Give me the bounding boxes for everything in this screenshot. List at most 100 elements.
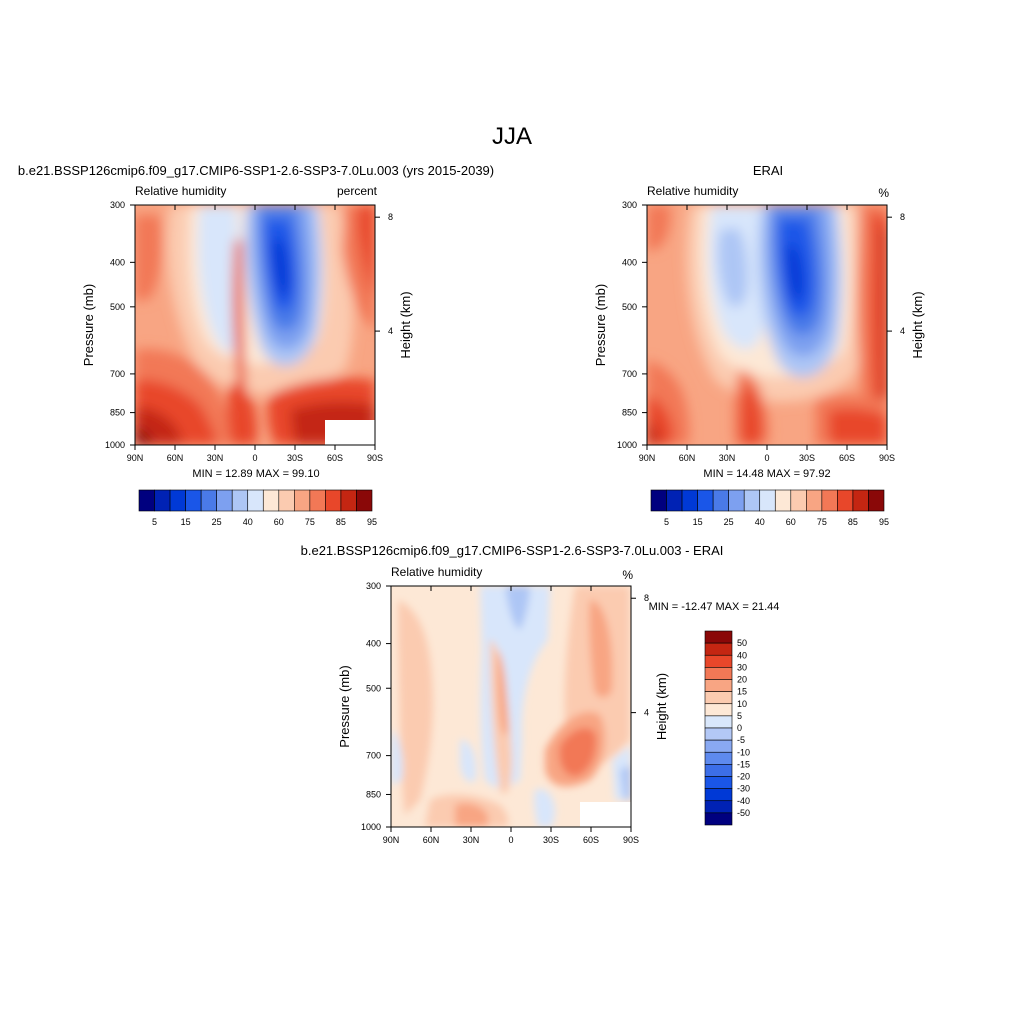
y-tick-label: 1000: [105, 440, 125, 450]
colorbar-swatch: [712, 489, 729, 512]
y-axis-title: Pressure (mb): [593, 284, 608, 366]
colorbar-label: 5: [664, 517, 669, 527]
colorbar-swatch: [704, 642, 733, 656]
right-string: %: [622, 568, 633, 582]
colorbar-swatch: [278, 489, 295, 512]
x-tick-label: 30S: [799, 453, 815, 463]
colorbar-label: 15: [737, 687, 747, 697]
colorbar-swatch: [704, 667, 733, 680]
min-max-label: MIN = 12.89 MAX = 99.10: [192, 468, 319, 480]
colorbar-swatch: [704, 776, 733, 789]
contour-field: [135, 205, 375, 445]
left-string: Relative humidity: [135, 184, 226, 198]
panel-title: b.e21.BSSP126cmip6.f09_g17.CMIP6-SSP1-2.…: [301, 543, 724, 558]
axes: 90N 60N 30N 0 30S 60S 90S 300 400 500 700 850 1000 8 4…: [593, 200, 925, 463]
colorbar-label: 40: [755, 517, 765, 527]
y-tick-label: 1000: [617, 440, 637, 450]
colorbar-swatch: [704, 812, 733, 826]
colorbar-swatch: [704, 691, 733, 705]
colorbar-swatch: [704, 727, 733, 741]
colorbar-label: 10: [737, 699, 747, 709]
colorbar-swatch: [356, 489, 373, 512]
y-tick-label: 850: [622, 408, 637, 418]
y-tick-label: 850: [366, 789, 381, 799]
colorbar-swatch: [247, 489, 264, 512]
left-string: Relative humidity: [647, 184, 738, 198]
axes: 90N 60N 30N 0 30S 60S 90S 300 400 500 700 850 1000 8 4…: [81, 200, 413, 463]
colorbar-label: -40: [737, 796, 750, 806]
x-tick-label: 60S: [583, 835, 599, 845]
y-right-axis-title: Height (km): [654, 673, 669, 740]
y-tick-label: 850: [110, 408, 125, 418]
colorbar-label: 30: [737, 662, 747, 672]
colorbar-swatch: [154, 489, 171, 512]
colorbar-label: 75: [817, 517, 827, 527]
y-right-tick-label: 4: [900, 326, 905, 336]
colorbar-swatch: [666, 489, 683, 512]
y-right-axis-title: Height (km): [398, 291, 413, 358]
x-tick-label: 30S: [287, 453, 303, 463]
min-max-label: MIN = 14.48 MAX = 97.92: [703, 468, 830, 480]
colorbar-swatch: [704, 800, 733, 814]
colorbar-swatch: [759, 489, 776, 512]
panel-erai: ERAI Relative humidity %: [593, 163, 925, 527]
colorbar-swatch: [681, 489, 698, 512]
colorbar-label: -5: [737, 735, 745, 745]
colorbar: 5 15 25 40 60 75 85 95: [138, 489, 377, 527]
y-tick-label: 700: [110, 369, 125, 379]
y-right-axis-title: Height (km): [910, 291, 925, 358]
x-tick-label: 90S: [879, 453, 895, 463]
y-right-tick-label: 4: [388, 326, 393, 336]
y-tick-label: 700: [366, 751, 381, 761]
contour-field: [647, 205, 887, 445]
y-tick-label: 400: [366, 639, 381, 649]
panel-difference: b.e21.BSSP126cmip6.f09_g17.CMIP6-SSP1-2.…: [301, 543, 780, 845]
y-tick-label: 700: [622, 369, 637, 379]
x-tick-label: 90N: [383, 835, 400, 845]
colorbar-label: 25: [724, 517, 734, 527]
colorbar-label: 15: [181, 517, 191, 527]
x-tick-label: 90S: [623, 835, 639, 845]
colorbar-swatch: [704, 739, 733, 753]
colorbar-label: -30: [737, 784, 750, 794]
colorbar-swatch: [262, 489, 280, 512]
y-right-tick-label: 8: [900, 212, 905, 222]
colorbar-label: 0: [737, 723, 742, 733]
colorbar-swatch: [704, 764, 733, 777]
y-tick-label: 500: [622, 302, 637, 312]
colorbar-label: 95: [367, 517, 377, 527]
x-tick-label: 90N: [127, 453, 144, 463]
right-string: percent: [337, 184, 378, 198]
y-axis-title: Pressure (mb): [81, 284, 96, 366]
colorbar-swatch: [216, 489, 233, 512]
colorbar-label: -20: [737, 772, 750, 782]
x-tick-label: 60N: [167, 453, 184, 463]
colorbar-swatch: [340, 489, 357, 512]
y-tick-label: 300: [366, 581, 381, 591]
colorbar-swatch: [704, 703, 733, 717]
colorbar-swatch: [704, 751, 733, 765]
x-tick-label: 90N: [639, 453, 656, 463]
y-right-tick-label: 8: [644, 593, 649, 603]
panel-model: b.e21.BSSP126cmip6.f09_g17.CMIP6-SSP1-2.…: [18, 163, 494, 527]
colorbar-swatch: [837, 489, 854, 512]
colorbar-label: 40: [737, 650, 747, 660]
colorbar-label: 75: [305, 517, 315, 527]
y-tick-label: 400: [622, 257, 637, 267]
colorbar-label: 5: [152, 517, 157, 527]
colorbar-swatch: [806, 489, 823, 512]
colorbar-swatch: [852, 489, 869, 512]
colorbar-label: 95: [879, 517, 889, 527]
left-string: Relative humidity: [391, 565, 482, 579]
colorbar-swatch: [728, 489, 745, 512]
colorbar-swatch: [650, 489, 667, 512]
x-tick-label: 60S: [327, 453, 343, 463]
x-tick-label: 30N: [207, 453, 224, 463]
colorbar-swatch: [200, 489, 217, 512]
x-tick-label: 0: [252, 453, 257, 463]
x-tick-label: 90S: [367, 453, 383, 463]
y-axis-title: Pressure (mb): [337, 665, 352, 747]
colorbar-swatch: [704, 715, 733, 729]
x-tick-label: 0: [764, 453, 769, 463]
